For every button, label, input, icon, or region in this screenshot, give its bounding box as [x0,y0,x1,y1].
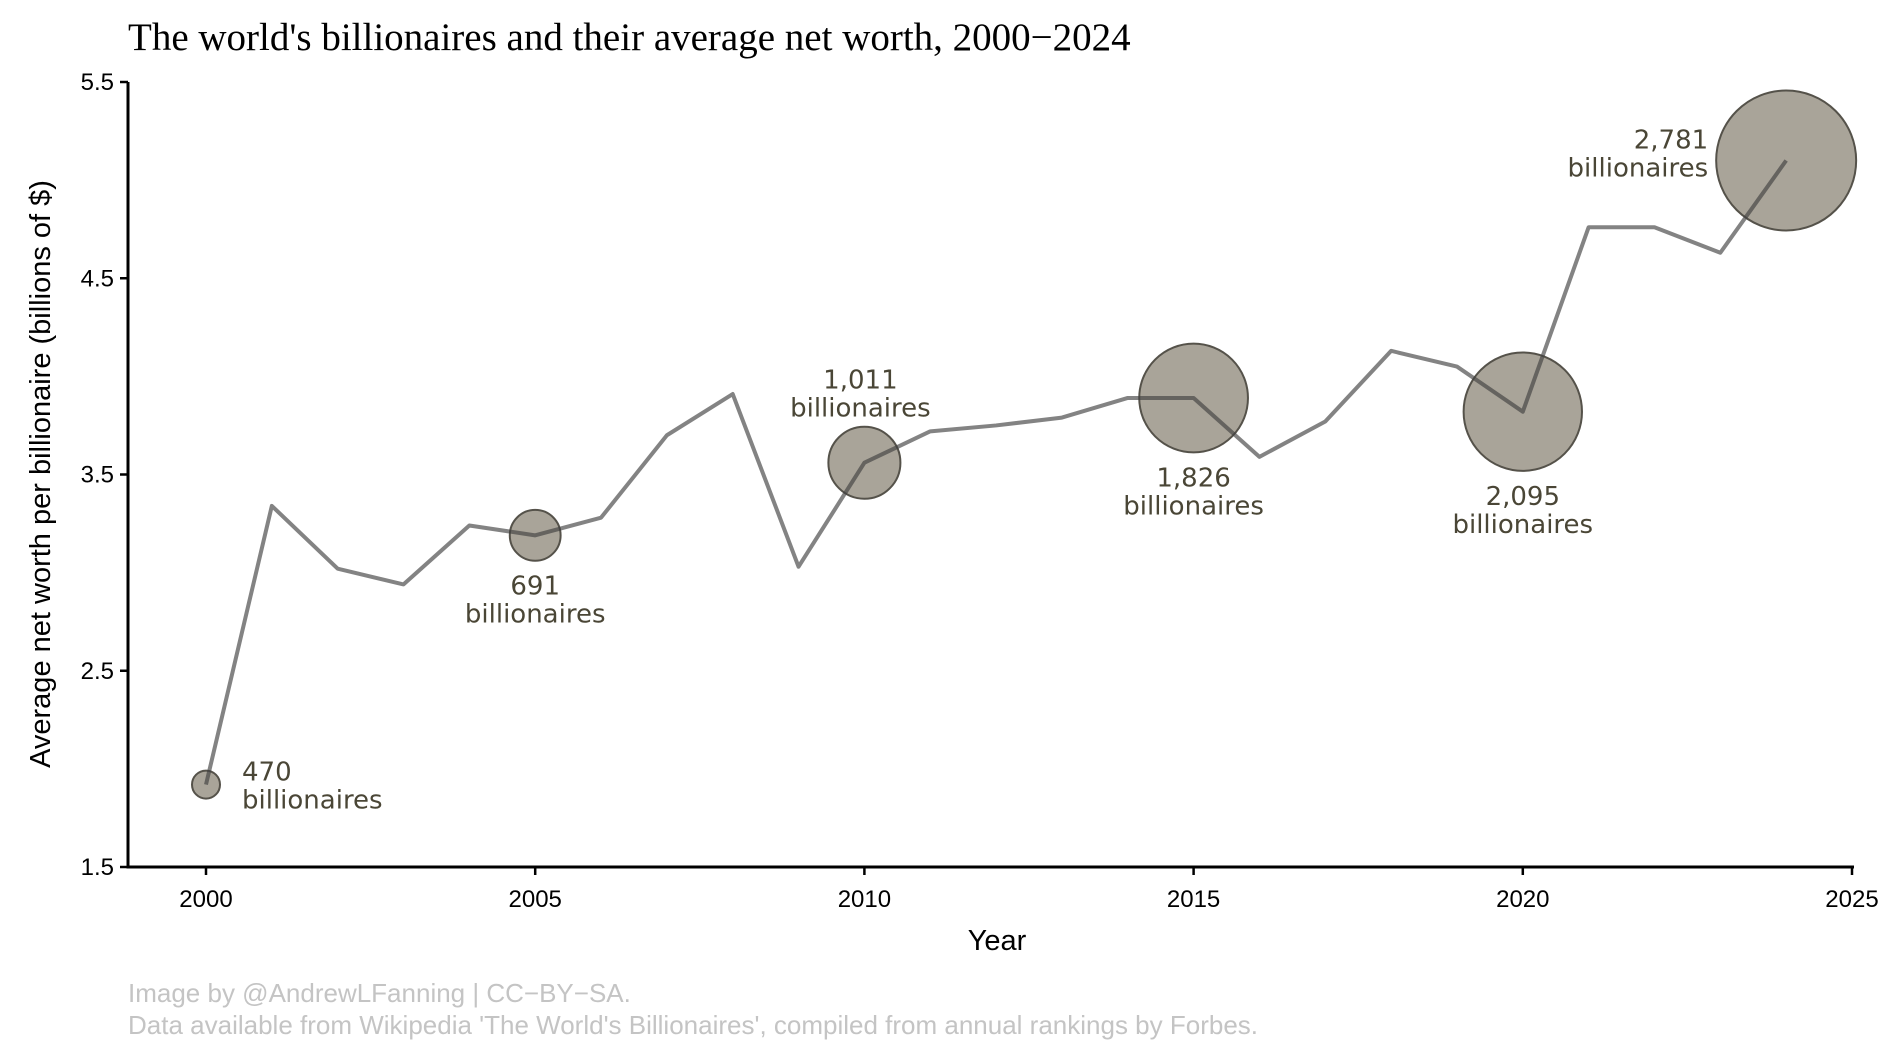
x-tick-label: 2015 [1167,886,1220,913]
bubble-label-word: billionaires [242,786,383,816]
axes: 1.5 2.5 3.5 4.5 5.5 2000 2005 2010 2015 2020 2025 [81,69,1879,913]
x-tick-label: 2020 [1496,886,1549,913]
y-tick-label: 1.5 [81,854,114,881]
bubble-label-count: 2,781 [1634,126,1708,156]
bubble-label-word: billionaires [1452,510,1593,540]
net-worth-line [204,159,1788,786]
bubble-label-count: 2,095 [1486,482,1560,512]
bubble-label-word: billionaires [790,394,931,424]
bubble-label-count: 470 [242,758,292,788]
y-tick-label: 4.5 [81,265,114,292]
bubble-label-count: 1,011 [823,366,897,396]
caption-source: Data available from Wikipedia 'The World… [128,1010,1258,1040]
y-tick-label: 2.5 [81,658,114,685]
y-tick-label: 3.5 [81,462,114,489]
y-axis-label: Average net worth per billionaire (billi… [25,180,57,768]
x-tick-label: 2025 [1825,886,1878,913]
bubble-label-word: billionaires [1568,154,1709,184]
x-tick-label: 2010 [838,886,891,913]
x-tick-label: 2000 [179,886,232,913]
caption-credit: Image by @AndrewLFanning | CC−BY−SA. [128,978,631,1008]
bubble-label-count: 1,826 [1156,463,1230,493]
chart-title: The world's billionaires and their avera… [128,16,1131,59]
plot-marks: 470billionaires691billionaires1,011billi… [191,89,1858,816]
y-tick-label: 5.5 [81,69,114,96]
x-axis-label: Year [968,925,1027,957]
bubble-label-count: 691 [510,572,560,602]
x-tick-label: 2005 [509,886,562,913]
bubble-label-word: billionaires [465,600,606,630]
bubble-label-word: billionaires [1123,491,1264,521]
